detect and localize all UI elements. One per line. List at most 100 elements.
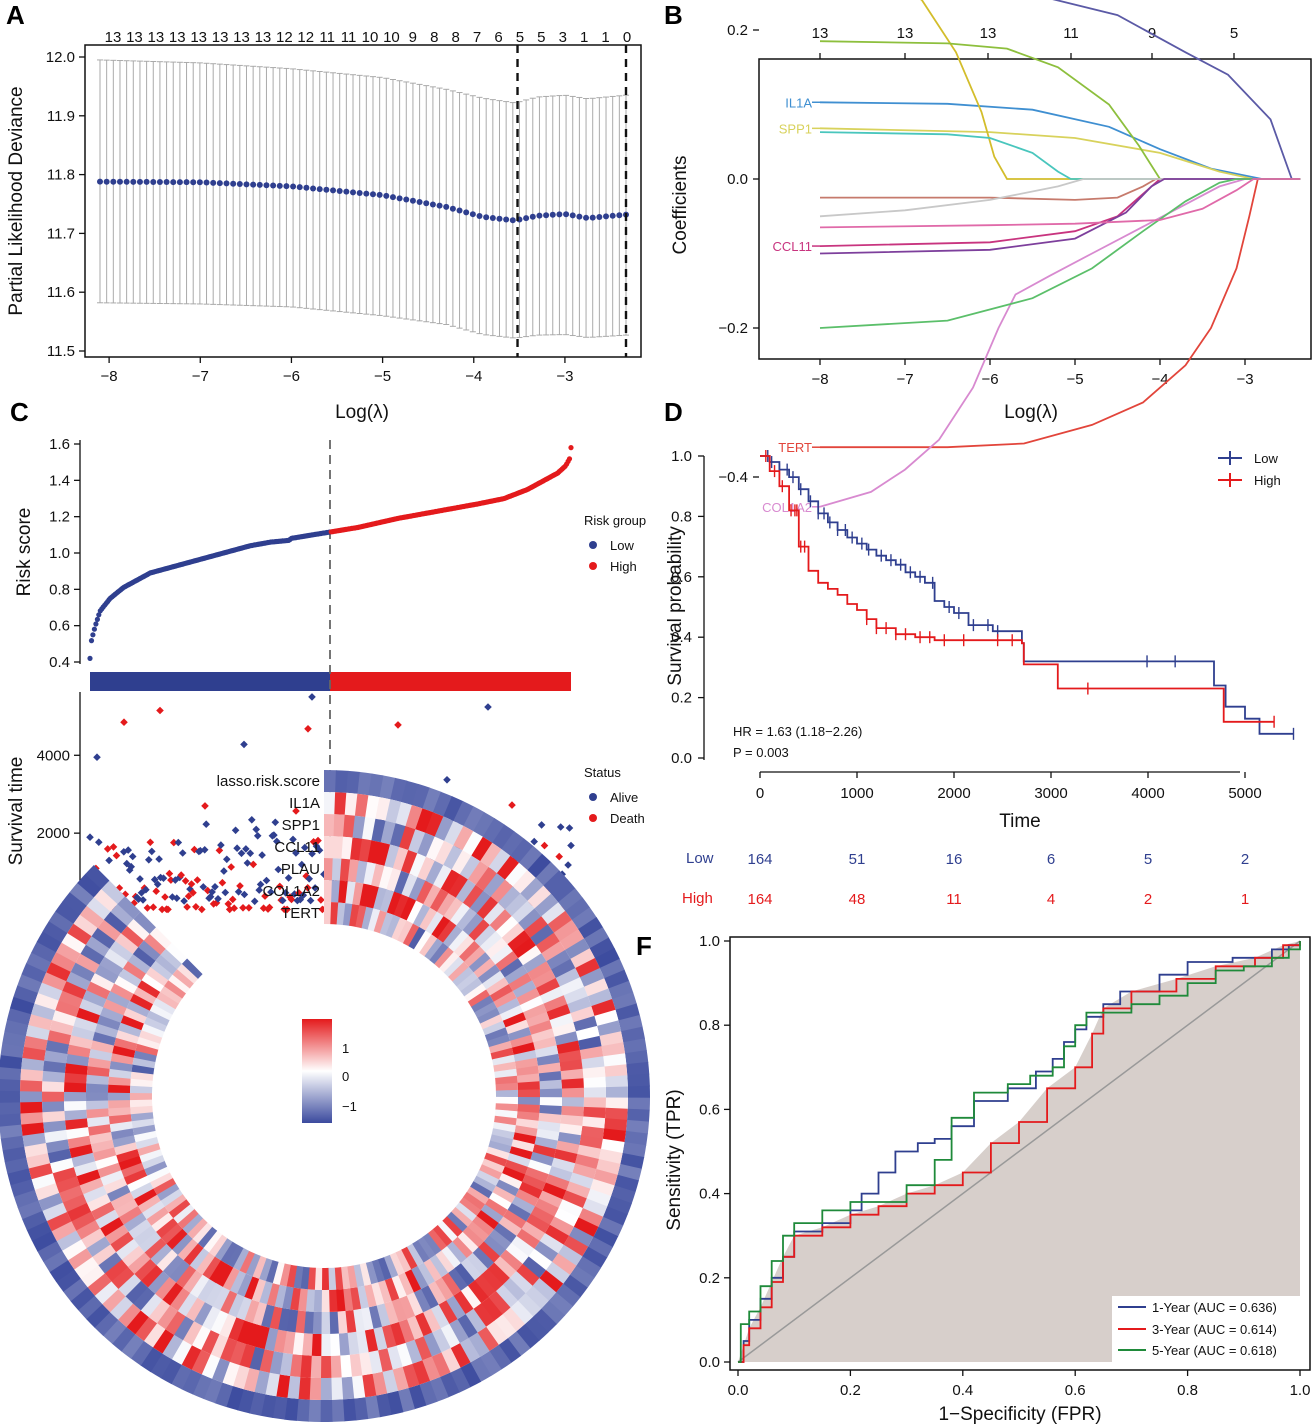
panel-e-heatmap-cell	[64, 1081, 87, 1093]
panel-e-heatmap-cell	[539, 1270, 564, 1293]
panel-e-colorbar-tick-mid: 0	[342, 1069, 349, 1084]
panel-c-survival-point	[152, 887, 160, 895]
panel-e-heatmap-cell	[459, 940, 481, 962]
panel-e-heatmap-cell	[553, 1149, 578, 1164]
panel-e-heatmap-cell	[405, 1339, 423, 1364]
panel-e-heatmap-cell	[112, 1045, 136, 1058]
panel-c-legend-low-label: Low	[610, 538, 634, 553]
panel-e-heatmap-cell	[80, 944, 105, 965]
panel-e-heatmap-cell	[101, 880, 125, 904]
panel-e-heatmap-cell	[509, 1271, 533, 1294]
panel-e-heatmap-cell	[559, 929, 585, 951]
panel-c-top-ytick-label: 0.6	[49, 618, 70, 635]
panel-e-heatmap-cell	[417, 832, 436, 858]
panel-e-heatmap-cell	[614, 1174, 639, 1193]
panel-e-heatmap-cell	[320, 1377, 332, 1401]
panel-e-heatmap-cell	[476, 1210, 499, 1230]
panel-e-heatmap-cell	[244, 1299, 260, 1324]
panel-c-survival-point	[315, 846, 324, 855]
panel-e-heatmap-cell	[596, 1159, 621, 1176]
panel-e-heatmap-cell	[364, 1328, 379, 1353]
panel-e-heatmap-cell	[137, 1194, 161, 1213]
panel-e-heatmap-cell	[578, 1035, 602, 1051]
panel-c-bottom-ytick-label: 2000	[37, 825, 70, 842]
panel-e-heatmap-cell	[173, 1204, 195, 1224]
panel-e-heatmap-cell	[328, 1267, 337, 1290]
panel-e-heatmap-cell	[448, 930, 469, 953]
panel-e-heatmap-cell	[549, 1216, 574, 1237]
panel-e-heatmap-cell	[514, 1057, 538, 1069]
panel-e-heatmap-cell	[495, 1103, 518, 1112]
panel-e-heatmap-cell	[480, 1204, 504, 1224]
panel-e-heatmap-cell	[368, 1350, 383, 1374]
panel-e-heatmap-cell	[621, 1026, 645, 1043]
panel-e-heatmap-cell	[88, 1123, 111, 1136]
panel-e-heatmap-cell	[21, 1210, 47, 1231]
panel-e-row-label: CCL11	[274, 839, 320, 856]
panel-a-ylabel: Partial Likelihood Deviance	[6, 86, 27, 315]
panel-c-survival-point	[228, 895, 237, 904]
panel-e-heatmap-cell	[324, 769, 337, 793]
panel-e-heatmap-cell	[90, 1040, 115, 1054]
panel-e-heatmap-cell	[460, 1362, 482, 1388]
panel-e-heatmap-cell	[578, 917, 604, 939]
panel-e-heatmap-cell	[474, 925, 497, 947]
panel-e-heatmap-cell	[409, 853, 427, 878]
panel-e-heatmap-cell	[38, 982, 63, 1001]
panel-e-heatmap-cell	[482, 1020, 506, 1036]
panel-e-heatmap-cell	[0, 1112, 22, 1127]
panel-c-survival-point	[290, 890, 299, 898]
panel-e-heatmap-cell	[26, 952, 52, 973]
panel-e-heatmap-cell	[259, 1281, 273, 1305]
panel-c-risk-point	[94, 616, 100, 623]
panel-e-heatmap-cell	[20, 1111, 44, 1125]
panel-a-mean-point	[383, 192, 390, 199]
panel-c-survival-point	[221, 888, 230, 897]
panel-b-top-axis-label: 13	[812, 25, 829, 42]
panel-c-survival-point	[261, 892, 269, 900]
panel-f-legend-5y-label: 5-Year (AUC = 0.618)	[1152, 1343, 1277, 1358]
panel-e-heatmap-cell	[408, 927, 426, 950]
panel-e-heatmap-cell	[583, 1087, 607, 1098]
panel-e-heatmap-cell	[139, 1029, 163, 1044]
panel-e-heatmap-cell	[177, 1208, 199, 1229]
panel-e-heatmap-cell	[0, 1078, 21, 1092]
panel-e-heatmap-cell	[62, 1193, 87, 1212]
panel-e-heatmap-cell	[203, 1378, 223, 1404]
panel-e-heatmap-cell	[517, 1104, 540, 1114]
panel-e-heatmap-cell	[513, 1132, 537, 1145]
panel-e-heatmap-cell	[171, 1233, 193, 1255]
panel-d-xtick-label: 3000	[1034, 785, 1067, 802]
panel-e-heatmap-cell	[444, 820, 464, 846]
panel-c-survival-point	[127, 862, 135, 871]
panel-e-heatmap-cell	[504, 862, 528, 887]
panel-d-risk-count: 6	[1047, 851, 1055, 868]
panel-c-risk-point	[96, 612, 102, 618]
panel-e-heatmap-cell	[489, 984, 513, 1002]
panel-e-heatmap-cell	[406, 1243, 424, 1267]
panel-d-km-path	[760, 455, 1294, 735]
panel-e-heatmap-cell	[476, 1170, 500, 1187]
panel-e-heatmap-cell	[61, 932, 87, 954]
panel-e-heatmap-cell	[347, 1331, 360, 1355]
panel-e-heatmap-cell	[530, 924, 555, 946]
panel-e-heatmap-cell	[527, 885, 552, 909]
panel-e-heatmap-cell	[118, 1273, 142, 1297]
panel-e-heatmap-cell	[488, 1229, 512, 1250]
panel-e-heatmap-cell	[491, 1128, 515, 1140]
panel-e-heatmap-cell	[169, 1260, 190, 1283]
panel-c-survival-point	[530, 837, 538, 846]
panel-e-heatmap-cell	[503, 1209, 527, 1230]
panel-e-heatmap-cell	[65, 1117, 88, 1130]
panel-e-heatmap-cell	[48, 910, 74, 934]
panel-e-heatmap-cell	[507, 1331, 531, 1357]
panel-e-heatmap-cell	[0, 1124, 23, 1139]
panel-e-heatmap-cell	[412, 1360, 430, 1385]
panel-f-roc: 1−Specificity (FPR) Sensitivity (TPR) 0.…	[664, 933, 1311, 1425]
panel-e-heatmap-cell	[455, 879, 477, 903]
panel-e-heatmap-cell	[130, 1085, 153, 1094]
panel-e-heatmap-cell	[125, 1280, 148, 1304]
panel-b-coef-path	[819, 101, 1301, 180]
panel-e-heatmap-cell	[75, 1219, 101, 1240]
panel-a-top-axis-label: 12	[276, 29, 293, 46]
